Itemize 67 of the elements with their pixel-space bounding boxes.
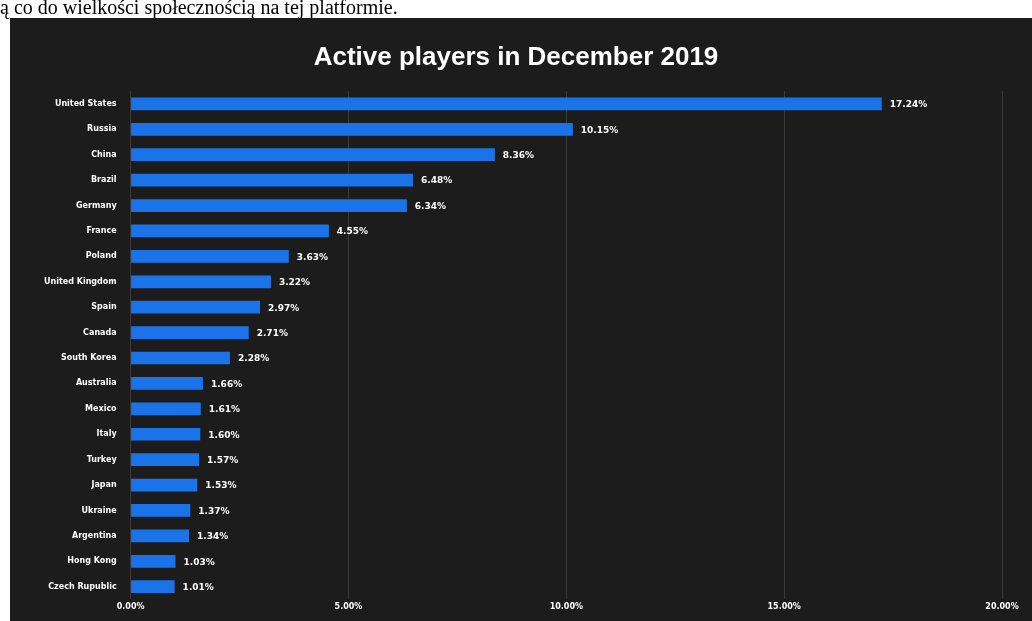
y-tick-label: United States xyxy=(54,98,117,108)
data-label: 1.34% xyxy=(197,531,229,542)
data-label: 10.15% xyxy=(580,124,619,135)
y-tick-label: Germany xyxy=(76,200,118,210)
bar xyxy=(131,427,201,441)
data-label: 3.63% xyxy=(296,251,329,262)
y-tick-label: Czech Rupublic xyxy=(48,581,117,591)
bar xyxy=(131,122,573,136)
x-tick-label: 20.00% xyxy=(985,602,1019,612)
data-label: 8.36% xyxy=(502,150,535,161)
bar xyxy=(131,97,882,111)
y-tick-label: United Kingdom xyxy=(43,276,117,286)
data-label: 1.53% xyxy=(205,480,237,491)
data-label: 1.03% xyxy=(183,556,215,567)
data-label: 2.97% xyxy=(268,302,300,313)
bar xyxy=(131,377,203,390)
data-label: 1.37% xyxy=(198,505,230,516)
bar xyxy=(131,224,329,238)
y-tick-label: Brazil xyxy=(91,175,117,185)
bar xyxy=(131,148,495,162)
x-tick-label: 10.00% xyxy=(549,602,583,612)
x-tick-label: 5.00% xyxy=(334,602,363,612)
data-label: 1.01% xyxy=(182,582,214,593)
data-label: 2.71% xyxy=(256,327,288,338)
bar xyxy=(131,478,198,492)
bar xyxy=(131,351,230,365)
y-tick-label: Ukraine xyxy=(81,505,118,515)
y-tick-label: France xyxy=(86,226,118,236)
data-label: 1.66% xyxy=(210,378,243,389)
data-label: 6.48% xyxy=(420,175,453,186)
bar xyxy=(131,199,407,212)
x-tick-label: 15.00% xyxy=(767,602,801,612)
bar xyxy=(131,275,271,289)
y-tick-label: Mexico xyxy=(85,403,118,413)
data-label: 17.24% xyxy=(889,99,928,110)
bar xyxy=(131,529,189,543)
data-label: 2.28% xyxy=(237,353,270,364)
y-tick-label: South Korea xyxy=(61,353,117,363)
data-label: 4.55% xyxy=(336,226,369,237)
text: ą co do wielkości społecznością na tej platformie. xyxy=(0,0,399,18)
bar xyxy=(131,504,191,517)
bar xyxy=(131,300,261,314)
y-tick-label: China xyxy=(91,149,117,159)
y-tick-label: Spain xyxy=(91,302,117,312)
y-tick-label: Hong Kong xyxy=(67,556,117,566)
y-tick-label: Turkey xyxy=(86,454,118,464)
y-tick-label: Poland xyxy=(85,251,117,261)
chart-title: Active players in December 2019 xyxy=(313,40,719,71)
data-label: 1.60% xyxy=(208,429,240,440)
y-tick-label: Australia xyxy=(75,378,117,388)
bar xyxy=(131,453,200,466)
y-tick-label: Japan xyxy=(90,480,117,490)
data-label: 3.22% xyxy=(278,277,311,288)
bar xyxy=(131,402,201,416)
y-tick-label: Russia xyxy=(87,124,117,134)
data-label: 6.34% xyxy=(414,200,447,211)
bar xyxy=(131,580,175,594)
y-tick-label: Argentina xyxy=(71,530,117,540)
y-tick-label: Italy xyxy=(96,429,118,439)
bar xyxy=(131,250,289,263)
data-label: 1.57% xyxy=(207,454,239,465)
y-tick-label: Canada xyxy=(83,327,117,337)
bar xyxy=(131,173,413,187)
bar xyxy=(131,326,249,339)
bar xyxy=(131,554,176,568)
data-label: 1.61% xyxy=(208,404,240,415)
x-tick-label: 0.00% xyxy=(116,602,145,612)
